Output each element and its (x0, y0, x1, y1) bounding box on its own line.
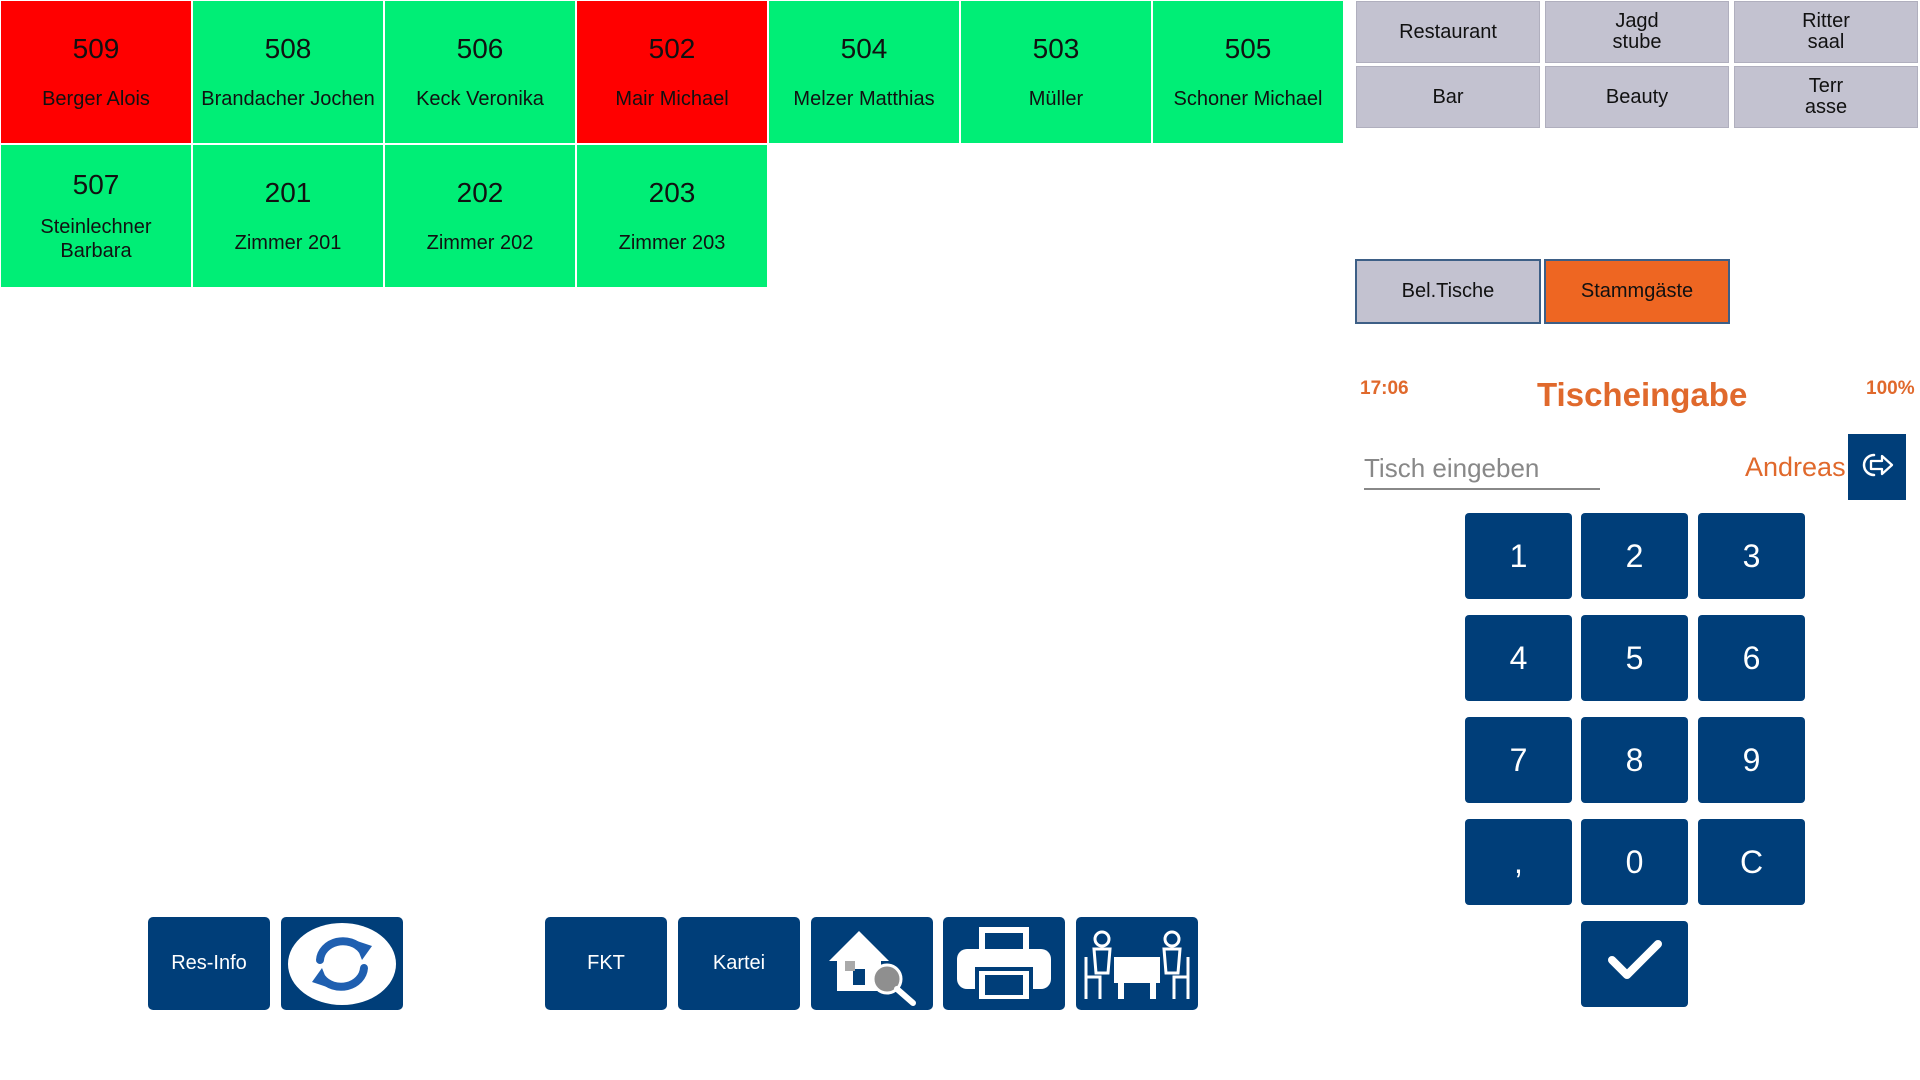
table-number-input[interactable] (1364, 448, 1600, 490)
occupied-tables-button[interactable]: Bel.Tische (1355, 259, 1541, 324)
page-title: Tischeingabe (1537, 376, 1748, 413)
area-button-beauty[interactable]: Beauty (1545, 66, 1729, 128)
table-plan-button[interactable] (1076, 917, 1198, 1010)
table-guest-name: Steinlechner Barbara (40, 216, 152, 262)
key-2[interactable]: 2 (1581, 513, 1688, 599)
key-comma[interactable]: , (1465, 819, 1572, 905)
table-number: 509 (72, 33, 120, 64)
res-info-button[interactable]: Res-Info (148, 917, 270, 1010)
table-number: 504 (840, 33, 888, 64)
key-9[interactable]: 9 (1698, 717, 1805, 803)
user-name: Andreas (1745, 452, 1846, 482)
table-guest-name: Zimmer 201 (234, 232, 342, 254)
table-number: 203 (648, 177, 696, 208)
table-tile-507[interactable]: 507 Steinlechner Barbara (1, 145, 191, 287)
table-guest-name: Zimmer 202 (426, 232, 534, 254)
table-tile-504[interactable]: 504 Melzer Matthias (769, 1, 959, 143)
key-7[interactable]: 7 (1465, 717, 1572, 803)
table-tile-508[interactable]: 508 Brandacher Jochen (193, 1, 383, 143)
area-button-terrasse[interactable]: Terr asse (1734, 66, 1918, 128)
table-tile-509[interactable]: 509 Berger Alois (1, 1, 191, 143)
table-number: 202 (456, 177, 504, 208)
regular-guests-button[interactable]: Stammgäste (1544, 259, 1730, 324)
key-0[interactable]: 0 (1581, 819, 1688, 905)
confirm-button[interactable] (1581, 921, 1688, 1007)
printer-icon (949, 921, 1059, 1007)
zoom-level: 100% (1866, 378, 1915, 399)
key-6[interactable]: 6 (1698, 615, 1805, 701)
house-search-icon (817, 921, 927, 1007)
key-5[interactable]: 5 (1581, 615, 1688, 701)
table-tile-201[interactable]: 201 Zimmer 201 (193, 145, 383, 287)
key-clear[interactable]: C (1698, 819, 1805, 905)
table-guest-name: Berger Alois (42, 88, 150, 110)
table-guest-name: Keck Veronika (416, 88, 544, 110)
table-tile-202[interactable]: 202 Zimmer 202 (385, 145, 575, 287)
table-number: 506 (456, 33, 504, 64)
table-number: 503 (1032, 33, 1080, 64)
kartei-button[interactable]: Kartei (678, 917, 800, 1010)
table-guest-name: Mair Michael (615, 88, 729, 110)
refresh-button[interactable] (281, 917, 403, 1010)
fkt-button[interactable]: FKT (545, 917, 667, 1010)
print-button[interactable] (943, 917, 1065, 1010)
house-search-button[interactable] (811, 917, 933, 1010)
table-tile-502[interactable]: 502 Mair Michael (577, 1, 767, 143)
table-guest-name: Brandacher Jochen (201, 88, 375, 110)
refresh-icon (286, 922, 398, 1006)
table-number: 502 (648, 33, 696, 64)
table-number: 201 (264, 177, 312, 208)
area-button-restaurant[interactable]: Restaurant (1356, 1, 1540, 63)
table-number: 505 (1224, 33, 1272, 64)
table-guest-name: Zimmer 203 (618, 232, 726, 254)
key-4[interactable]: 4 (1465, 615, 1572, 701)
table-guest-name: Müller (1028, 88, 1084, 110)
table-grid: 509 Berger Alois 508 Brandacher Jochen 5… (0, 0, 1344, 290)
clock-time: 17:06 (1360, 378, 1409, 399)
table-tile-506[interactable]: 506 Keck Veronika (385, 1, 575, 143)
table-tile-505[interactable]: 505 Schoner Michael (1153, 1, 1343, 143)
logout-icon (1860, 452, 1894, 483)
key-3[interactable]: 3 (1698, 513, 1805, 599)
table-guest-name: Melzer Matthias (793, 88, 935, 110)
table-number: 508 (264, 33, 312, 64)
key-1[interactable]: 1 (1465, 513, 1572, 599)
area-button-bar[interactable]: Bar (1356, 66, 1540, 128)
area-button-rittersaal[interactable]: Ritter saal (1734, 1, 1918, 63)
table-guest-name: Schoner Michael (1173, 88, 1323, 110)
checkmark-icon (1607, 938, 1663, 990)
table-tile-503[interactable]: 503 Müller (961, 1, 1151, 143)
key-8[interactable]: 8 (1581, 717, 1688, 803)
logout-button[interactable] (1848, 434, 1906, 500)
area-button-jagdstube[interactable]: Jagd stube (1545, 1, 1729, 63)
table-tile-203[interactable]: 203 Zimmer 203 (577, 145, 767, 287)
table-guests-icon (1080, 921, 1194, 1007)
table-number: 507 (72, 169, 120, 200)
